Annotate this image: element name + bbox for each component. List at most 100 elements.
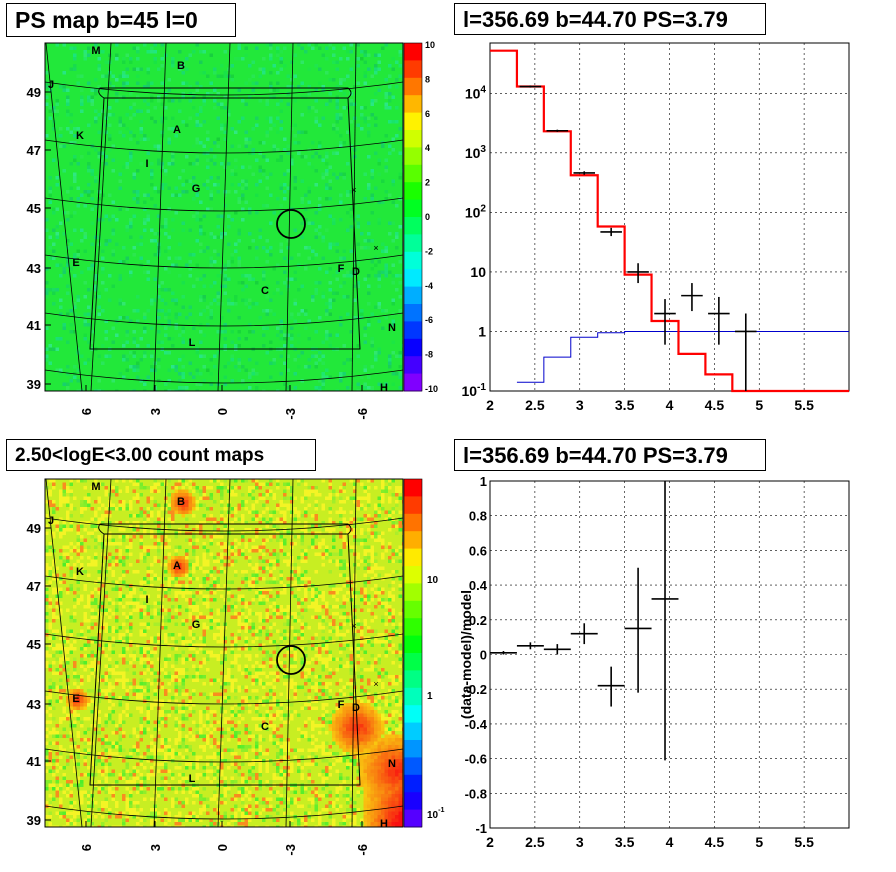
y-tick-label: 41 [27, 754, 41, 769]
colorbar-bin [404, 60, 422, 79]
colorbar-bin [404, 740, 422, 758]
colorbar-bin [404, 130, 422, 148]
source-label-G: G [192, 183, 201, 195]
colorbar-bin [404, 548, 422, 567]
x-tick-label: -6 [355, 844, 370, 856]
x-tick-label: 3 [148, 844, 163, 851]
y-tick-label: 10 [470, 264, 486, 280]
source-label-N: N [388, 322, 396, 334]
data-point [708, 296, 730, 345]
source-label-A: A [173, 124, 181, 136]
plot-frame [489, 480, 850, 829]
colorbar-bin [404, 531, 422, 550]
residual-point [651, 481, 679, 761]
source-label-C: C [261, 721, 269, 733]
y-tick-label: -0.8 [465, 786, 487, 801]
y-tick-label: 1 [478, 323, 486, 339]
map-pixels [45, 43, 403, 391]
data-point [519, 85, 542, 88]
source-label-K: K [76, 130, 84, 142]
cross-marker: × [373, 679, 378, 689]
x-tick-label: 2.5 [525, 834, 545, 850]
source-label-G: G [192, 619, 201, 631]
colorbar: 10 1 10-1 [403, 478, 445, 828]
x-tick-label: 3 [148, 408, 163, 415]
y-tick-label: 45 [27, 637, 41, 652]
colorbar-bin [404, 182, 422, 201]
graticule-longitude [217, 479, 231, 827]
colorbar-bin [404, 722, 422, 741]
graticule-longitude [217, 43, 231, 391]
colorbar-tick-label: 1 [427, 691, 433, 702]
colorbar-bin [404, 199, 422, 218]
y-tick-label: 103 [465, 144, 487, 161]
colorbar-bin [404, 635, 422, 654]
residual-point [490, 651, 517, 655]
y-tick-label: 10-1 [461, 382, 486, 399]
colorbar-bin [404, 566, 422, 584]
graticule-longitude [153, 43, 167, 391]
source-label-B: B [177, 496, 185, 508]
colorbar-bin [404, 338, 422, 357]
graticule-longitude [45, 43, 83, 391]
x-tick-label: 5.5 [794, 397, 814, 413]
y-tick-label: -0.2 [465, 682, 487, 697]
colorbar-tick-label: -2 [425, 246, 433, 256]
y-tick-label: 43 [27, 261, 41, 276]
ps-map-panel: M B J K A I G E F D C N L H × × 6 3 0 -3 -6 39 41 43 45 47 49 10 8 6 4… [27, 40, 438, 420]
y-tick-label: 47 [27, 579, 41, 594]
source-label-N: N [388, 758, 396, 770]
colorbar-bin [404, 269, 422, 288]
x-tick-label: 3.5 [615, 397, 635, 413]
y-tick-label: 45 [27, 201, 41, 216]
x-tick-label: 5 [755, 834, 763, 850]
y-tick-label: 104 [465, 84, 487, 101]
y-tick-label: 0 [480, 648, 487, 663]
x-tick-label: -6 [355, 408, 370, 420]
residual-point [597, 666, 625, 707]
x-tick-label: -3 [283, 844, 298, 856]
y-tick-label: -0.6 [465, 752, 487, 767]
source-label-F: F [338, 699, 345, 711]
colorbar-bin [404, 513, 422, 532]
colorbar-bin [404, 618, 422, 637]
cross-marker: × [351, 621, 356, 631]
x-tick-label: 3.5 [615, 834, 635, 850]
x-tick-label: 4 [666, 834, 674, 850]
x-tick-label: -3 [283, 408, 298, 420]
y-tick-label: 0.6 [469, 543, 487, 558]
graticule-longitude [285, 43, 294, 391]
source-label-J: J [48, 79, 54, 91]
source-label-B: B [177, 60, 185, 72]
y-tick-label: -1 [475, 821, 487, 836]
data-point [573, 171, 596, 175]
colorbar-bin [404, 95, 422, 114]
y-tick-label: 41 [27, 318, 41, 333]
source-label-J: J [48, 515, 54, 527]
colorbar-bin [404, 496, 422, 515]
source-label-E: E [72, 693, 79, 705]
colorbar-bin [404, 757, 422, 776]
residual-point [570, 623, 598, 645]
y-tick-label: 0.2 [469, 613, 487, 628]
source-label-D: D [352, 266, 360, 278]
source-label-K: K [76, 566, 84, 578]
count-map-title: 2.50<logE<3.00 count maps [6, 439, 316, 471]
colorbar-bin [404, 687, 422, 706]
x-tick-label: 4 [666, 397, 674, 413]
colorbar-bin [404, 670, 422, 689]
colorbar-bin [404, 653, 422, 671]
colorbar-tick-label: -8 [425, 350, 433, 360]
x-tick-label: 5 [755, 397, 763, 413]
data-point [627, 263, 649, 284]
colorbar-bin [404, 304, 422, 322]
source-label-H: H [380, 818, 388, 830]
colorbar-bin [404, 600, 422, 619]
y-tick-label: 0.4 [469, 578, 488, 593]
y-tick-label: 49 [27, 85, 41, 100]
colorbar-tick-label: 10 [425, 40, 435, 50]
ps-map-title: PS map b=45 l=0 [6, 3, 236, 37]
source-label-M: M [91, 45, 100, 57]
spectrum-panel: 2 2.5 3 3.5 4 4.5 5 5.5 10-1 1 10 102 103 104 [461, 42, 850, 413]
